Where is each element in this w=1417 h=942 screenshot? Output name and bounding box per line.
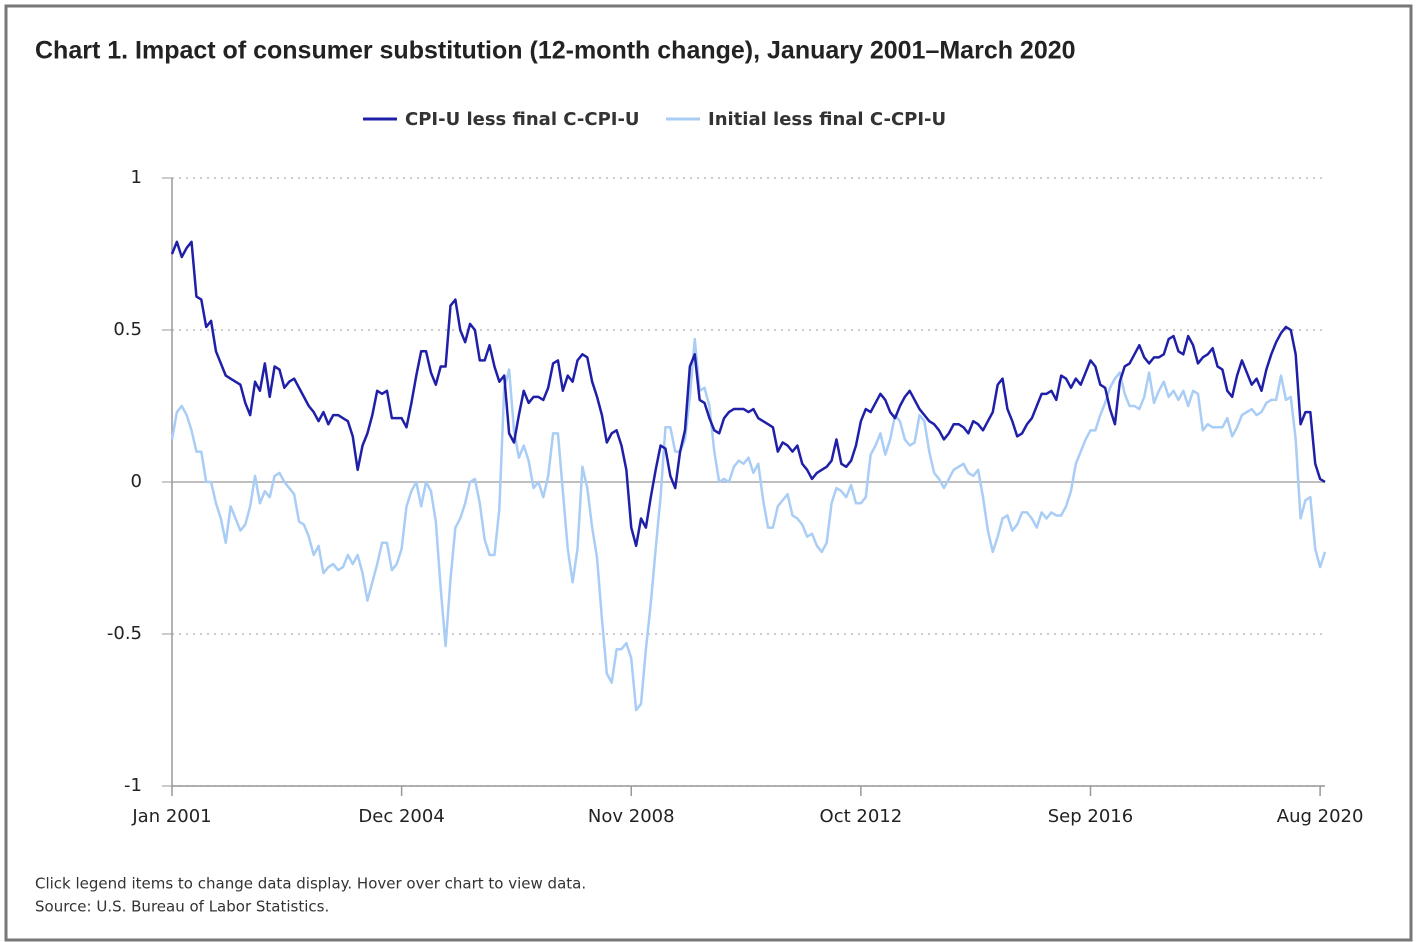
note: Source: U.S. Bureau of Labor Statistics. bbox=[35, 898, 329, 916]
y-tick-label: 1 bbox=[131, 167, 142, 188]
frame bbox=[4, 4, 1413, 942]
series-line bbox=[170, 337, 1327, 712]
y-tick-label: 0.5 bbox=[113, 319, 142, 340]
x-tick-label: Nov 2008 bbox=[588, 806, 675, 827]
series-line bbox=[170, 240, 1326, 548]
chart-title: Chart 1. Impact of consumer substitution… bbox=[35, 37, 1076, 65]
y-tick-label: -0.5 bbox=[107, 623, 142, 644]
x-tick-label: Aug 2020 bbox=[1277, 806, 1364, 827]
note: Click legend items to change data displa… bbox=[35, 875, 586, 893]
x-tick-label: Dec 2004 bbox=[358, 806, 444, 827]
y-tick-label: -1 bbox=[124, 775, 142, 796]
x-tick-label: Sep 2016 bbox=[1048, 806, 1133, 827]
legend-label[interactable]: Initial less final C-CPI-U bbox=[708, 109, 946, 130]
legend-label[interactable]: CPI-U less final C-CPI-U bbox=[405, 109, 640, 130]
x-tick-label: Oct 2012 bbox=[820, 806, 903, 827]
x-tick-label: Jan 2001 bbox=[131, 806, 211, 827]
y-tick-label: 0 bbox=[131, 471, 142, 492]
